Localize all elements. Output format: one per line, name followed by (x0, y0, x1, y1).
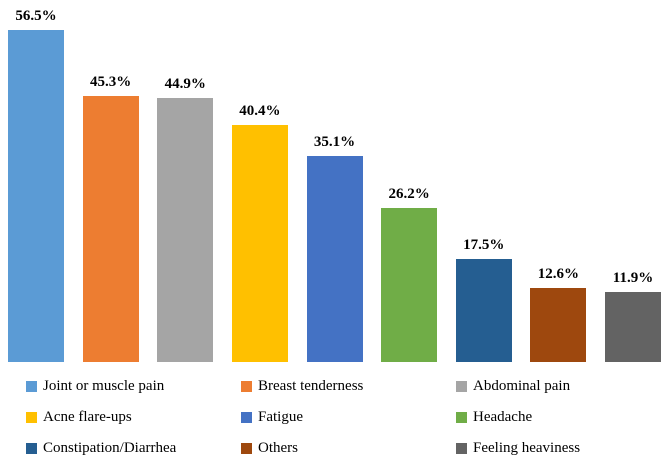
legend-item: Breast tenderness (241, 371, 456, 402)
bar-value-label: 40.4% (239, 103, 281, 119)
bar-column: 45.3% (82, 74, 139, 362)
legend-swatch-icon (26, 442, 37, 454)
legend-item: Feeling heaviness (456, 433, 667, 464)
legend-swatch-icon (456, 442, 467, 454)
legend-swatch-icon (241, 380, 252, 392)
legend-item: Abdominal pain (456, 371, 667, 402)
bar-column: 11.9% (605, 270, 661, 362)
legend-item: Acne flare-ups (26, 402, 241, 433)
legend-swatch-icon (241, 411, 252, 423)
bar (231, 125, 288, 362)
bar (455, 259, 512, 362)
bar (157, 98, 214, 362)
bar (82, 96, 139, 362)
legend-item: Headache (456, 402, 667, 433)
chart-plot-area: 56.5% 45.3% 44.9% 40.4% 35.1% 26.2% 17.5% 12.6%… (8, 8, 661, 362)
bar-column: 40.4% (231, 103, 288, 362)
legend-label: Constipation/Diarrhea (43, 439, 177, 456)
legend-label: Headache (473, 408, 533, 425)
bar-column: 26.2% (381, 186, 438, 362)
bar-value-label: 44.9% (164, 76, 206, 92)
bar-column: 56.5% (8, 8, 64, 362)
bar-value-label: 12.6% (537, 266, 579, 282)
legend-item: Constipation/Diarrhea (26, 433, 241, 464)
bar (605, 292, 661, 362)
chart-legend: Joint or muscle pain Breast tenderness Abd… (0, 366, 669, 468)
bar-column: 17.5% (455, 237, 512, 362)
bar-column: 44.9% (157, 76, 214, 362)
legend-label: Breast tenderness (258, 377, 364, 394)
legend-label: Abdominal pain (473, 377, 571, 394)
bar-column: 35.1% (306, 134, 363, 362)
legend-label: Fatigue (258, 408, 303, 425)
bar (8, 30, 64, 362)
bar-value-label: 35.1% (313, 134, 356, 150)
legend-swatch-icon (26, 380, 37, 392)
bar (530, 288, 587, 362)
bar-value-label: 26.2% (388, 186, 430, 202)
bar-value-label: 17.5% (463, 237, 505, 253)
bar-value-label: 45.3% (90, 74, 132, 90)
bar-value-label: 11.9% (612, 270, 654, 286)
legend-item: Joint or muscle pain (26, 371, 241, 402)
bar (381, 208, 438, 362)
legend-swatch-icon (241, 442, 252, 454)
bar (306, 156, 363, 362)
legend-label: Joint or muscle pain (43, 377, 165, 394)
legend-swatch-icon (26, 411, 37, 423)
bar-column: 12.6% (530, 266, 587, 362)
legend-item: Others (241, 433, 456, 464)
legend-label: Acne flare-ups (43, 408, 132, 425)
legend-swatch-icon (456, 411, 467, 423)
legend-swatch-icon (456, 380, 467, 392)
legend-label: Feeling heaviness (473, 439, 581, 456)
legend-label: Others (258, 439, 298, 456)
bar-value-label: 56.5% (15, 8, 57, 24)
legend-item: Fatigue (241, 402, 456, 433)
